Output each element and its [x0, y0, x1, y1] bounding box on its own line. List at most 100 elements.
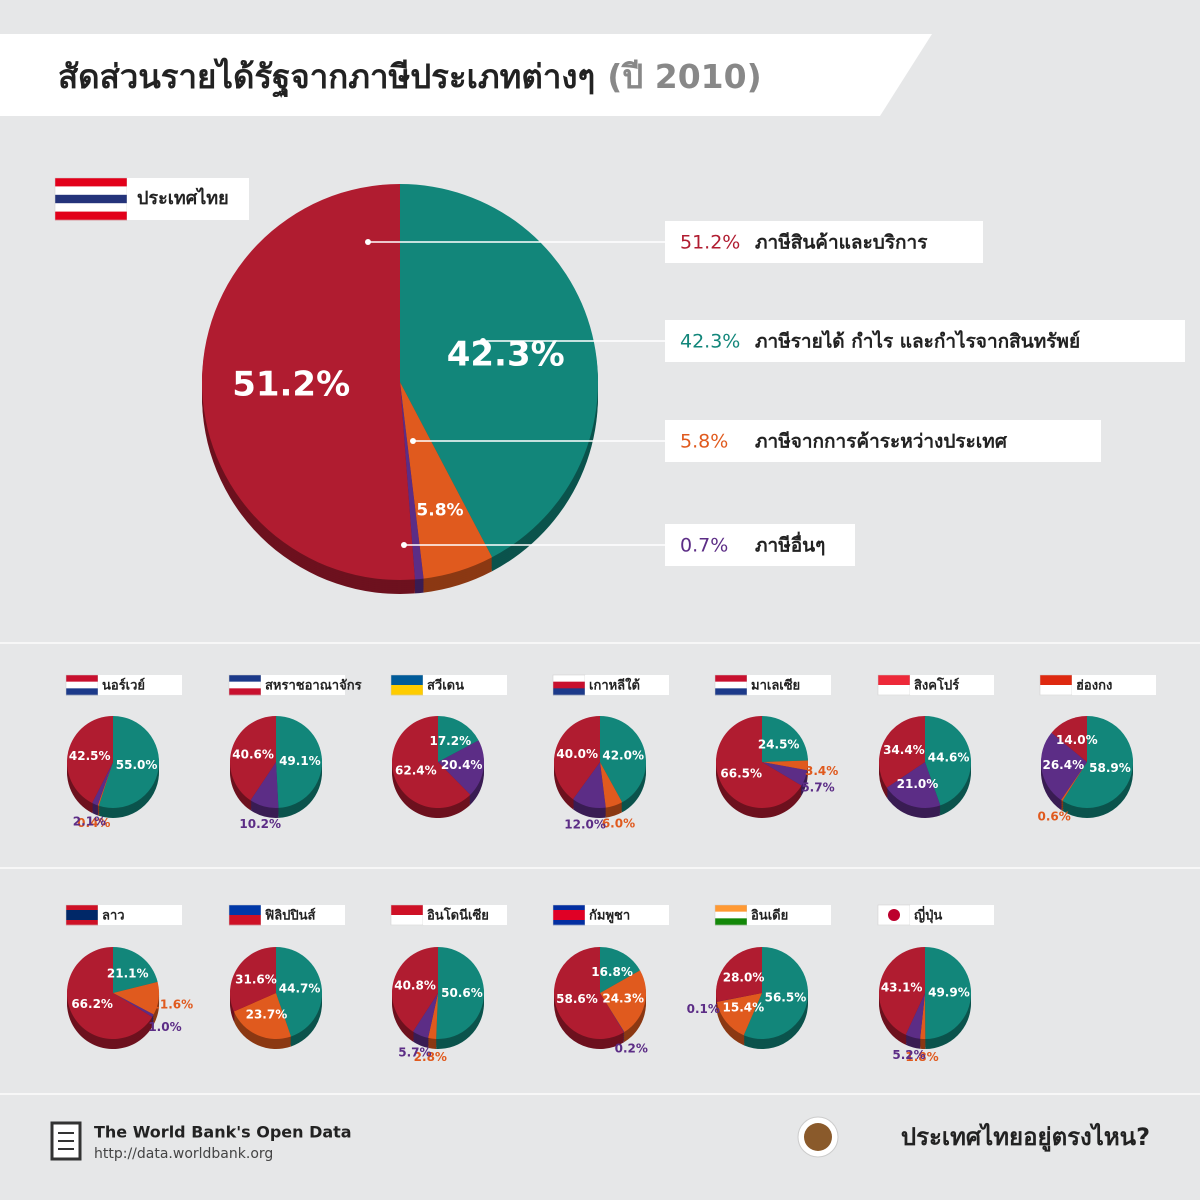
- slice-label: 42.0%: [602, 749, 644, 763]
- slice-label: 1.8%: [905, 1050, 938, 1064]
- flag-stripe: [229, 688, 261, 696]
- slice-label: 40.8%: [394, 979, 436, 993]
- slice-label: 44.6%: [928, 750, 970, 764]
- pie-slice: [905, 993, 925, 1039]
- pie-slice: [98, 716, 160, 809]
- pie-slice: [230, 947, 276, 1012]
- slice-label: 5.7%: [398, 1046, 431, 1060]
- slice-label: 40.0%: [556, 747, 598, 761]
- flag-stripe: [55, 211, 127, 221]
- pie-slice: [113, 947, 158, 993]
- country-box: [747, 675, 831, 695]
- slice-label: 42.5%: [69, 749, 111, 763]
- flag-stripe: [1040, 675, 1072, 686]
- slice-label: 6.0%: [602, 816, 635, 830]
- slice-label: 23.7%: [246, 1007, 288, 1021]
- country-box: [98, 675, 182, 695]
- country-name: ญี่ปุ่น: [914, 906, 942, 924]
- source-name: The World Bank's Open Data: [94, 1123, 352, 1142]
- flag: [228, 674, 262, 696]
- flag: [714, 674, 748, 696]
- pie-slice: [276, 947, 323, 1037]
- country-box: [127, 178, 249, 220]
- leader-dot: [410, 438, 416, 444]
- slice-label: 5.2%: [892, 1048, 925, 1062]
- slice-label: 28.0%: [723, 970, 765, 984]
- pie: [715, 947, 809, 1050]
- flag-stripe: [66, 910, 98, 916]
- country-name: นอร์เวย์: [102, 678, 145, 694]
- pie-slice: [1061, 762, 1087, 801]
- flag-stripe: [66, 915, 98, 921]
- slice-label: 21.0%: [897, 777, 939, 791]
- title: สัดส่วนรายได้รัฐจากภาษีประเภทต่างๆ (ปี 20…: [58, 57, 762, 98]
- flag-stripe: [553, 905, 585, 911]
- pie-slice: [886, 762, 941, 808]
- country-name: อินเดีย: [751, 908, 788, 924]
- pie-slice: [925, 716, 971, 806]
- flag-stripe: [878, 685, 910, 696]
- pie-slice: [392, 716, 471, 808]
- flag: [877, 904, 911, 926]
- pie-slice: [762, 762, 808, 786]
- pie-slice: [743, 947, 808, 1039]
- flag-stripe: [66, 675, 98, 682]
- pie-slice: [412, 993, 438, 1038]
- flag-stripe: [55, 186, 127, 196]
- slice-label: 24.5%: [758, 737, 800, 751]
- country-box: [423, 905, 507, 925]
- logo: [797, 1116, 839, 1158]
- flag-stripe: [229, 905, 261, 916]
- tagline: ประเทศไทยอยู่ตรงไหน?: [901, 1122, 1150, 1152]
- country-name: อินโดนีเซีย: [427, 907, 489, 924]
- slice-label: 56.5%: [765, 990, 807, 1004]
- slice-label: 2.1%: [73, 814, 106, 828]
- flag-stripe: [66, 688, 98, 696]
- slice-label: 34.4%: [883, 743, 925, 757]
- flag-sun: [888, 909, 900, 921]
- pie: [554, 716, 646, 818]
- flag-stripe: [55, 203, 127, 212]
- flag: [552, 904, 586, 926]
- title-text: สัดส่วนรายได้รัฐจากภาษีประเภทต่างๆ: [58, 57, 595, 98]
- flag: [390, 904, 424, 926]
- slice-label: 58.6%: [556, 992, 598, 1006]
- pie-slice: [438, 740, 485, 795]
- pie-slice: [762, 716, 808, 762]
- slice-label: 31.6%: [235, 972, 277, 986]
- flag: [54, 177, 128, 221]
- pie-slice: [92, 762, 113, 806]
- pie-slice: [920, 993, 926, 1039]
- slice-label: 24.3%: [602, 991, 644, 1005]
- flag-stripe: [553, 688, 585, 696]
- flag: [1039, 674, 1073, 696]
- country-name: เกาหลีใต้: [589, 677, 640, 694]
- legend-label: ภาษีรายได้ กำไร และกำไรจากสินทรัพย์: [755, 330, 1080, 353]
- flag-stripe: [229, 915, 261, 926]
- flag: [65, 674, 99, 696]
- flag-stripe: [715, 681, 747, 689]
- pie-slice: [250, 762, 279, 808]
- slice-label: 20.4%: [441, 758, 483, 772]
- pie: [1041, 716, 1133, 818]
- flag-stripe: [715, 911, 747, 919]
- slice-label: 26.4%: [1042, 758, 1084, 772]
- pie-slice: [436, 947, 484, 1039]
- slice-label: 58.9%: [1089, 761, 1131, 775]
- slice-label: 2.8%: [414, 1050, 447, 1064]
- country-box: [585, 675, 669, 695]
- flag-stripe: [55, 194, 127, 204]
- title-banner: [0, 34, 932, 116]
- country-box: [585, 905, 669, 925]
- legend-box: [665, 221, 983, 263]
- slice-label: 14.0%: [1056, 733, 1098, 747]
- pie-slice: [201, 184, 415, 580]
- pie-slice: [400, 382, 493, 579]
- slice-label: 51.2%: [232, 365, 350, 405]
- flag-stripe: [553, 915, 585, 921]
- slice-label: 49.9%: [928, 985, 970, 999]
- pie-slice: [438, 716, 479, 762]
- pie: [392, 716, 485, 819]
- pie-slice: [600, 947, 641, 993]
